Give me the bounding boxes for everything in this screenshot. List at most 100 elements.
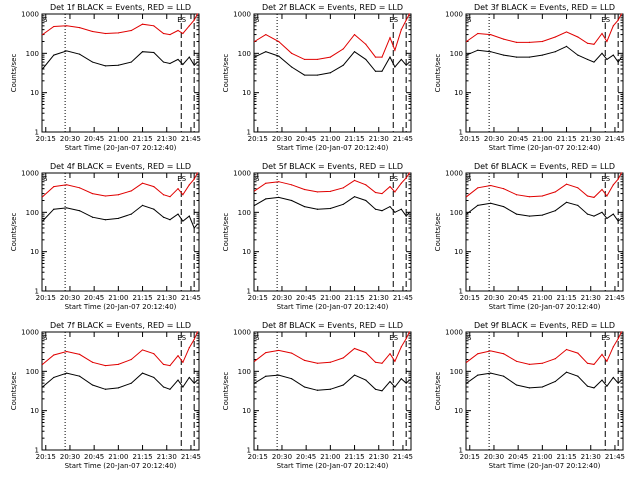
x-tick-label: 21:15 (132, 294, 152, 302)
x-tick-label: 21:45 (181, 294, 201, 302)
events-point (53, 54, 55, 56)
panel-title: Det 2f BLACK = Events, RED = LLD (262, 3, 403, 12)
lld-point (565, 183, 568, 185)
lld-series-line (466, 172, 622, 198)
events-point (53, 208, 55, 210)
x-tick-label: 20:15 (460, 453, 480, 461)
events-series-line (42, 50, 198, 70)
lld-point (162, 194, 165, 196)
events-point (490, 372, 492, 374)
lld-point (577, 352, 579, 354)
plot-frame (41, 13, 200, 133)
lld-point (405, 337, 407, 340)
lld-point (153, 353, 155, 355)
y-tick-label: 100 (26, 368, 39, 376)
marker-es-label: ES (177, 334, 186, 342)
lld-point (53, 354, 55, 356)
y-tick-label: 1000 (233, 11, 251, 19)
lld-point (278, 40, 280, 43)
y-axis-label: Counts/sec (10, 372, 18, 411)
lld-point (104, 32, 107, 35)
events-point (490, 51, 492, 53)
lld-point (586, 42, 589, 44)
lld-point (565, 31, 568, 33)
x-tick-label: 20:15 (36, 453, 56, 461)
lld-point (53, 25, 55, 28)
events-point (617, 61, 619, 63)
events-point (389, 380, 391, 383)
marker-s-label: S (255, 16, 260, 24)
lld-point (381, 192, 383, 195)
events-point (365, 379, 367, 381)
lld-point (365, 351, 367, 354)
lld-point (593, 43, 595, 45)
events-point (193, 227, 195, 229)
x-tick-label: 21:45 (393, 135, 413, 143)
events-point (405, 64, 407, 66)
events-point (565, 371, 568, 373)
events-point (117, 217, 119, 220)
lld-point (400, 182, 402, 184)
events-point (601, 52, 603, 54)
y-axis-label: Counts/sec (434, 372, 442, 411)
events-point (117, 387, 119, 389)
y-tick-label: 1 (247, 129, 251, 137)
x-axis-label: Start Time (20-Jan-07 20:12:40) (277, 144, 389, 152)
lld-point (79, 353, 81, 355)
lld-point (196, 331, 198, 333)
events-point (528, 56, 531, 58)
events-point (196, 379, 198, 381)
events-point (389, 205, 391, 208)
x-tick-label: 21:45 (605, 135, 625, 143)
events-point (291, 66, 293, 68)
x-tick-label: 21:00 (532, 294, 552, 302)
events-point (177, 379, 179, 381)
lld-point (66, 25, 68, 27)
events-point (130, 61, 132, 63)
lld-point (353, 33, 356, 36)
lld-point (503, 188, 505, 190)
events-point (400, 58, 402, 61)
lld-point (329, 56, 331, 58)
lld-point (177, 188, 179, 190)
lld-point (612, 346, 614, 348)
events-point (408, 211, 410, 213)
y-tick-label: 100 (238, 368, 251, 376)
y-tick-label: 1 (35, 288, 39, 296)
lld-point (53, 186, 55, 188)
marker-s-label: S (467, 16, 472, 24)
lld-point (465, 196, 468, 198)
lld-point (374, 191, 377, 194)
x-tick-label: 21:30 (157, 294, 177, 302)
events-point (515, 213, 518, 215)
lld-series-line (466, 13, 622, 45)
lld-point (265, 351, 267, 354)
x-tick-label: 21:15 (556, 294, 576, 302)
lld-series-line (254, 331, 410, 364)
events-point (365, 199, 367, 202)
x-tick-label: 20:45 (296, 453, 316, 461)
x-tick-label: 20:30 (484, 294, 504, 302)
y-tick-label: 1 (35, 447, 39, 455)
lld-point (316, 362, 319, 364)
lld-point (465, 40, 468, 43)
marker-es-label: ES (389, 16, 398, 24)
lld-point (66, 350, 68, 353)
panel-title: Det 5f BLACK = Events, RED = LLD (262, 162, 403, 171)
events-point (253, 382, 256, 384)
lld-point (291, 352, 293, 354)
events-point (577, 54, 579, 56)
events-series-line (254, 51, 410, 76)
x-tick-label: 21:00 (108, 294, 128, 302)
events-point (316, 208, 319, 210)
events-point (612, 54, 614, 56)
x-tick-label: 21:45 (393, 294, 413, 302)
lld-point (528, 196, 531, 198)
x-tick-label: 21:45 (605, 294, 625, 302)
events-point (104, 65, 107, 67)
x-tick-label: 21:00 (320, 294, 340, 302)
events-point (620, 217, 622, 220)
events-series-line (254, 374, 410, 392)
lld-point (528, 363, 531, 366)
events-point (477, 204, 479, 207)
